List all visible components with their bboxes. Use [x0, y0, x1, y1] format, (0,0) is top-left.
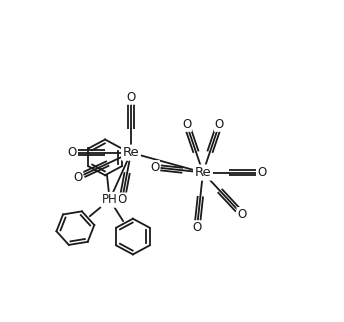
- Text: O: O: [215, 118, 224, 131]
- Text: O: O: [258, 166, 267, 179]
- Text: O: O: [73, 171, 83, 184]
- Text: Re: Re: [122, 146, 139, 159]
- Text: O: O: [126, 91, 136, 104]
- Text: O: O: [182, 118, 191, 131]
- Text: Re: Re: [195, 166, 211, 179]
- Text: O: O: [117, 193, 127, 206]
- Text: O: O: [192, 221, 202, 234]
- Text: PH: PH: [102, 193, 118, 206]
- Text: O: O: [150, 161, 159, 174]
- Text: O: O: [237, 208, 246, 221]
- Text: O: O: [67, 146, 76, 159]
